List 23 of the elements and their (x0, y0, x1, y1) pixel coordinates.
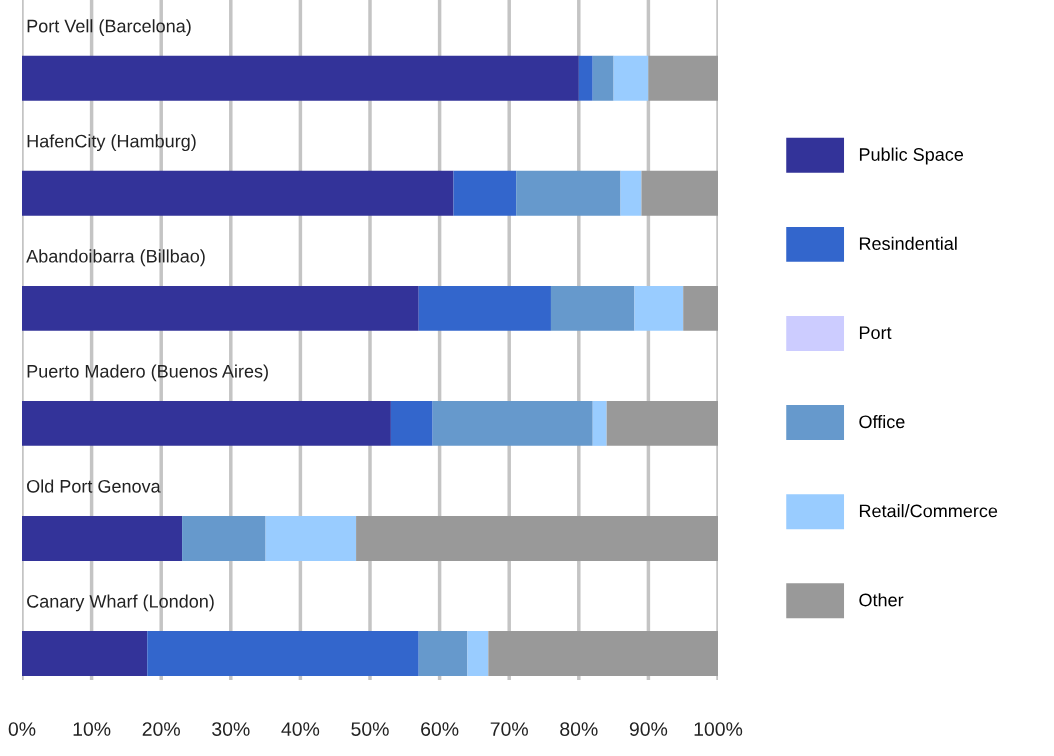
x-tick-label: 70% (490, 722, 528, 736)
y-tick-label: HafenCity (Hamburg) (27, 134, 196, 152)
y-tick-label: Puerto Madero (Buenos Aires) (27, 364, 268, 382)
y-tick-label: Canary Wharf (London) (27, 594, 214, 612)
x-tick-label: 100% (694, 722, 743, 736)
x-tick-label: 80% (560, 722, 598, 736)
legend-label: Resindential (859, 236, 957, 250)
x-tick-label: 50% (351, 722, 389, 736)
x-tick-label: 20% (142, 722, 180, 736)
x-tick-label: 30% (212, 722, 250, 736)
legend-label: Other (859, 593, 904, 607)
y-tick-label: Abandoibarra (Billbao) (26, 249, 205, 267)
x-tick-label: 0% (8, 722, 36, 736)
x-tick-label: 90% (629, 722, 668, 736)
legend-label: Retail/Commerce (859, 504, 998, 518)
legend-label: Port (859, 326, 892, 340)
x-tick-label: 10% (73, 722, 111, 736)
x-tick-label: 40% (281, 722, 320, 736)
y-tick-label: Port Vell (Barcelona) (27, 19, 191, 37)
x-tick-label: 60% (421, 722, 459, 736)
legend-label: Public Space (859, 147, 964, 165)
y-tick-label: Old Port Genova (27, 479, 161, 493)
legend-label: Office (859, 414, 905, 429)
